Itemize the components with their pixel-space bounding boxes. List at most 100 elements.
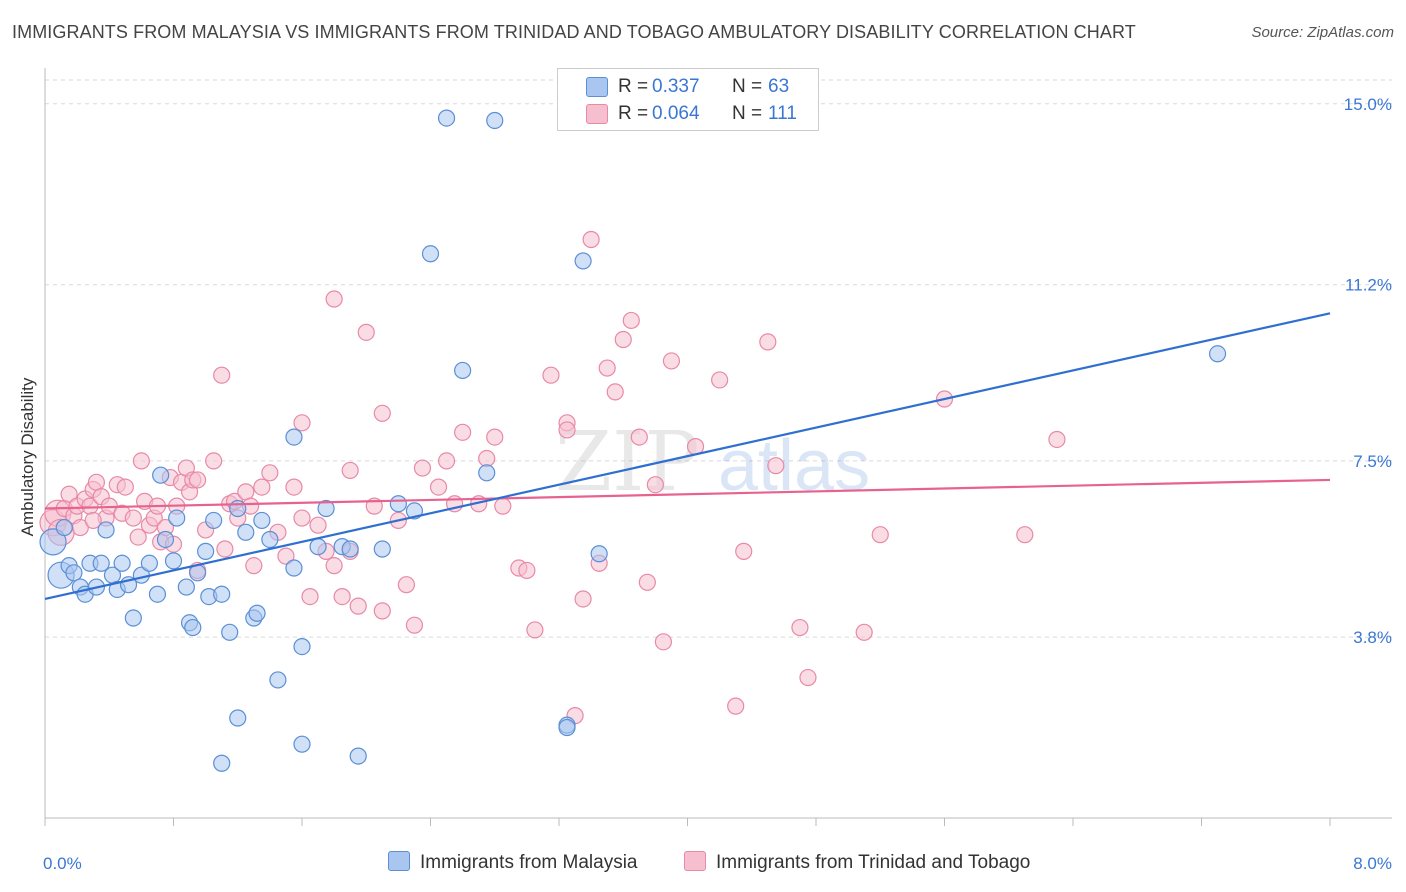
bottom-legend-trinidad: Immigrants from Trinidad and Tobago bbox=[684, 851, 1030, 874]
point-trinidad bbox=[245, 557, 263, 575]
x-axis bbox=[44, 68, 1392, 826]
point-trinidad bbox=[1016, 526, 1034, 544]
point-trinidad bbox=[606, 383, 624, 401]
point-malaysia bbox=[293, 735, 311, 753]
legend-n-label: N = bbox=[732, 76, 763, 97]
point-malaysia bbox=[253, 511, 271, 530]
point-trinidad bbox=[116, 478, 134, 496]
point-trinidad bbox=[526, 621, 544, 639]
bottom-legend-label-trinidad: Immigrants from Trinidad and Tobago bbox=[716, 852, 1031, 873]
legend-n-label: N = bbox=[732, 103, 763, 124]
point-trinidad bbox=[413, 459, 432, 477]
legend-r-label: R = bbox=[618, 76, 649, 97]
series-malaysia-points bbox=[39, 109, 1227, 772]
point-malaysia bbox=[454, 361, 472, 380]
point-malaysia bbox=[421, 245, 440, 263]
bottom-legend-swatch-blue bbox=[388, 851, 410, 871]
point-trinidad bbox=[285, 478, 303, 496]
legend-r-label: R = bbox=[618, 103, 649, 124]
point-trinidad bbox=[188, 471, 207, 489]
point-trinidad bbox=[84, 511, 102, 530]
point-trinidad bbox=[373, 602, 391, 620]
point-trinidad bbox=[373, 404, 391, 422]
point-malaysia bbox=[55, 518, 73, 537]
point-trinidad bbox=[213, 366, 231, 384]
point-malaysia bbox=[341, 540, 359, 558]
point-malaysia bbox=[574, 252, 592, 270]
point-malaysia bbox=[164, 552, 183, 570]
point-malaysia bbox=[148, 585, 167, 603]
point-trinidad bbox=[60, 485, 78, 503]
point-malaysia bbox=[437, 109, 456, 127]
point-trinidad bbox=[293, 509, 311, 527]
point-malaysia bbox=[65, 564, 83, 582]
point-trinidad bbox=[357, 323, 375, 341]
point-malaysia bbox=[124, 609, 142, 627]
point-malaysia bbox=[229, 709, 247, 727]
point-trinidad bbox=[574, 590, 592, 608]
point-trinidad bbox=[598, 359, 616, 377]
x-tick-label: 8.0% bbox=[1353, 854, 1392, 873]
point-malaysia bbox=[590, 545, 608, 563]
point-malaysia bbox=[285, 428, 303, 446]
tick-labels: 3.8% 7.5% 11.2% 15.0% 0.0% 8.0% bbox=[43, 95, 1392, 873]
point-trinidad bbox=[216, 540, 234, 558]
point-trinidad bbox=[622, 311, 640, 330]
legend-r-value: 0.064 bbox=[652, 103, 700, 124]
point-trinidad bbox=[799, 668, 817, 687]
point-malaysia bbox=[97, 521, 115, 539]
point-malaysia bbox=[213, 754, 231, 772]
point-trinidad bbox=[727, 697, 745, 715]
point-trinidad bbox=[735, 542, 753, 560]
bottom-legend-label-malaysia: Immigrants from Malaysia bbox=[420, 852, 638, 873]
point-trinidad bbox=[759, 333, 777, 351]
point-trinidad bbox=[558, 421, 576, 439]
point-malaysia bbox=[317, 499, 335, 518]
series-trinidad-points bbox=[39, 230, 1066, 725]
point-malaysia bbox=[213, 585, 231, 603]
point-trinidad bbox=[397, 576, 416, 594]
legend-r-value: 0.337 bbox=[652, 76, 700, 97]
point-malaysia bbox=[205, 511, 223, 530]
point-trinidad bbox=[871, 526, 889, 544]
point-trinidad bbox=[855, 623, 873, 641]
point-trinidad bbox=[349, 597, 367, 615]
point-malaysia bbox=[92, 554, 110, 572]
y-tick-label: 15.0% bbox=[1344, 95, 1392, 114]
point-trinidad bbox=[614, 330, 632, 349]
point-trinidad bbox=[277, 547, 295, 565]
point-malaysia bbox=[309, 538, 327, 556]
point-malaysia bbox=[558, 718, 576, 737]
point-trinidad bbox=[518, 561, 536, 580]
point-trinidad bbox=[325, 557, 343, 575]
trend-lines bbox=[44, 312, 1331, 601]
point-trinidad bbox=[711, 371, 729, 389]
point-trinidad bbox=[301, 587, 319, 606]
point-trinidad bbox=[333, 587, 351, 606]
point-trinidad bbox=[654, 633, 673, 651]
point-trinidad bbox=[237, 483, 255, 501]
bottom-legend-swatch-pink bbox=[684, 851, 706, 871]
point-trinidad bbox=[325, 290, 343, 308]
point-malaysia bbox=[486, 111, 504, 130]
point-trinidad bbox=[437, 452, 456, 470]
point-trinidad bbox=[124, 509, 142, 527]
point-trinidad bbox=[646, 476, 664, 494]
point-trinidad bbox=[405, 616, 424, 634]
y-axis-label: Ambulatory Disability bbox=[18, 377, 37, 537]
point-malaysia bbox=[478, 464, 496, 482]
point-malaysia bbox=[39, 528, 67, 556]
legend: R = 0.337 N = 63 R = 0.064 N = 111 bbox=[557, 68, 819, 131]
point-malaysia bbox=[1208, 345, 1227, 363]
point-malaysia bbox=[373, 540, 391, 558]
trend-line-trinidad bbox=[44, 478, 1331, 510]
point-malaysia bbox=[221, 623, 239, 641]
point-trinidad bbox=[630, 428, 648, 446]
point-trinidad bbox=[454, 423, 472, 441]
point-malaysia bbox=[184, 618, 202, 637]
point-trinidad bbox=[494, 497, 512, 515]
y-tick-label: 3.8% bbox=[1353, 628, 1392, 647]
point-trinidad bbox=[767, 457, 785, 475]
point-malaysia bbox=[349, 747, 367, 765]
